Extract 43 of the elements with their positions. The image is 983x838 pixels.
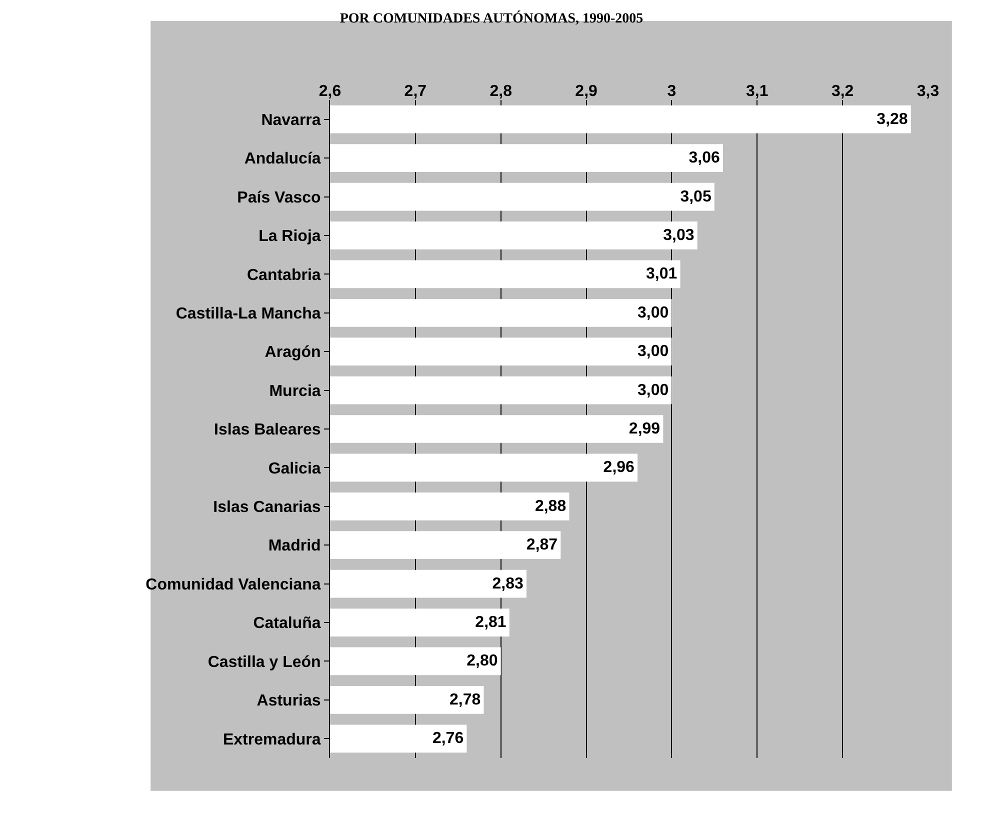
x-tick-label: 2,7 xyxy=(404,82,427,100)
data-label: 3,00 xyxy=(637,304,669,322)
y-tick-label: Islas Canarias xyxy=(213,499,321,516)
data-label: 2,99 xyxy=(628,420,660,438)
data-label: 2,83 xyxy=(492,575,524,592)
y-tick-label: Islas Baleares xyxy=(214,422,321,439)
data-label: 2,76 xyxy=(432,730,464,748)
y-tick-label: Aragón xyxy=(264,344,321,362)
x-tick-label: 2,9 xyxy=(575,82,598,100)
y-tick-label: Cataluña xyxy=(253,615,321,632)
y-tick-label: Asturias xyxy=(256,692,321,710)
y-tick-label: Castilla-La Mancha xyxy=(176,305,321,322)
x-tick-label: 2,8 xyxy=(490,82,512,100)
y-tick-label: Madrid xyxy=(268,538,321,555)
data-label: 2,87 xyxy=(526,536,558,554)
data-label: 2,96 xyxy=(603,459,635,476)
chart-title: POR COMUNIDADES AUTÓNOMAS, 1990-2005 xyxy=(340,9,644,26)
x-tick-label: 3,3 xyxy=(916,82,940,100)
data-label: 3,01 xyxy=(646,266,678,283)
data-label: 2,88 xyxy=(534,498,566,515)
y-tick-label: Andalucía xyxy=(244,150,321,168)
y-tick-label: Castilla y León xyxy=(208,654,321,671)
data-label: 2,81 xyxy=(475,614,506,632)
y-tick-label: La Rioja xyxy=(258,228,321,246)
data-label: 3,03 xyxy=(663,226,694,244)
y-tick-label: Extremadura xyxy=(222,731,321,748)
y-tick-label: Comunidad Valenciana xyxy=(146,576,321,594)
y-tick-label: País Vasco xyxy=(237,189,322,206)
x-tick-label: 3 xyxy=(667,82,676,100)
x-tick-label: 2,6 xyxy=(318,82,342,100)
data-label: 2,80 xyxy=(466,652,498,670)
x-tick-label: 3,1 xyxy=(746,82,768,100)
y-tick-label: Murcia xyxy=(269,382,321,400)
data-label: 3,28 xyxy=(876,110,908,128)
data-label: 2,78 xyxy=(450,691,481,708)
y-tick-label: Navarra xyxy=(261,112,321,129)
data-label: 3,00 xyxy=(637,343,669,360)
y-tick-label: Cantabria xyxy=(247,266,321,284)
data-label: 3,05 xyxy=(680,188,712,206)
y-tick-label: Galicia xyxy=(268,460,321,478)
data-label: 3,06 xyxy=(688,150,720,167)
x-tick-label: 3,2 xyxy=(831,82,854,100)
data-label: 3,00 xyxy=(637,382,669,399)
